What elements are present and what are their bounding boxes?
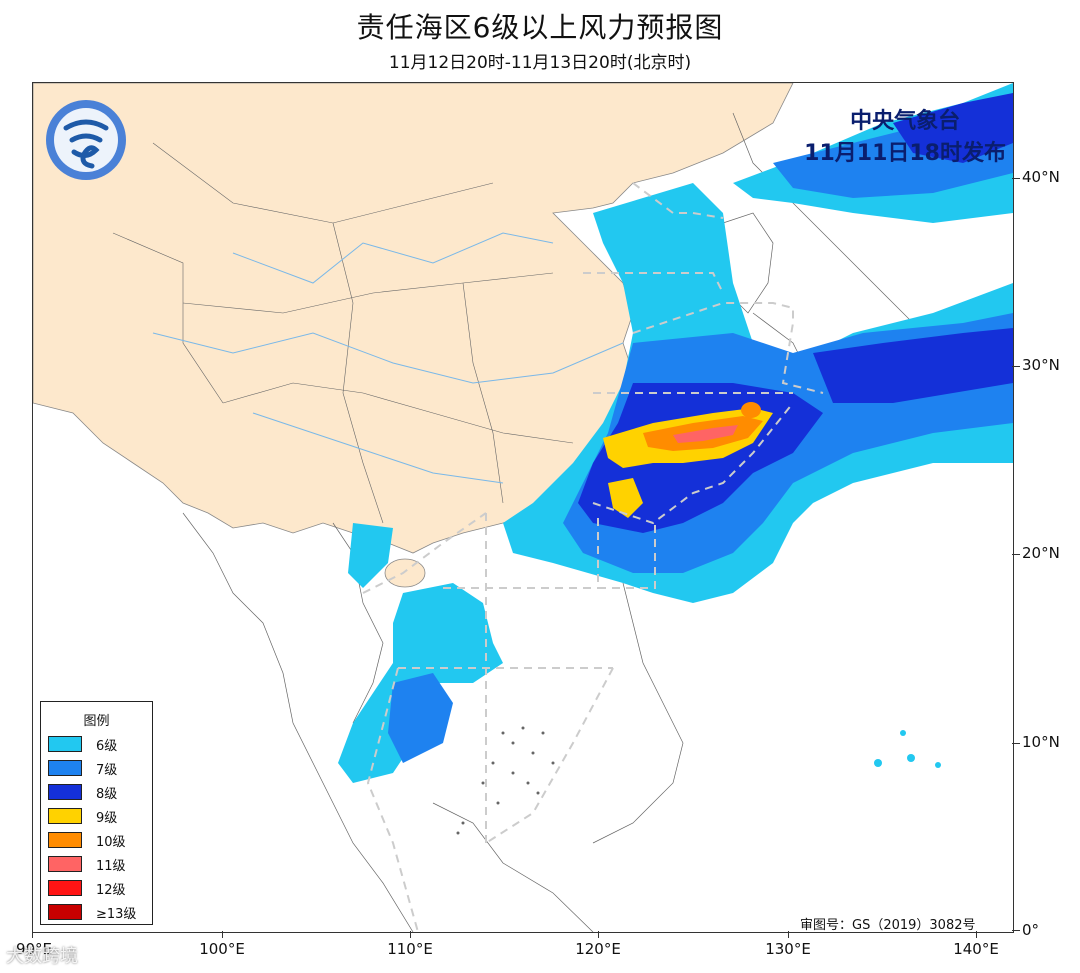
lat-tick xyxy=(1012,366,1020,367)
lat-tick xyxy=(1012,554,1020,555)
map-subtitle: 11月12日20时-11月13日20时(北京时) xyxy=(388,53,692,73)
legend-label: ≥13级 xyxy=(96,906,137,922)
lat-tick xyxy=(1012,178,1020,179)
map-approval-number: 审图号：GS（2019）3082号 xyxy=(800,918,976,933)
lon-tick xyxy=(598,931,599,938)
legend-item: 12级 xyxy=(48,879,126,898)
map-canvas xyxy=(33,83,1013,932)
legend-item: 11级 xyxy=(48,855,126,874)
wind-force-11-areas xyxy=(673,425,738,443)
pacific-small-patches xyxy=(874,730,941,768)
legend-swatch xyxy=(48,904,82,920)
lat-label: 30°N xyxy=(1022,356,1060,374)
legend-swatch xyxy=(48,784,82,800)
lon-tick xyxy=(788,931,789,938)
legend-label: 12级 xyxy=(96,882,126,898)
lat-tick xyxy=(1012,930,1020,931)
sea-area-boundaries xyxy=(362,182,824,932)
legend-item: 8级 xyxy=(48,783,118,802)
lon-label: 120°E xyxy=(575,940,621,958)
lon-tick xyxy=(976,931,977,938)
lon-tick xyxy=(222,931,223,938)
lon-label: 90°E xyxy=(15,940,53,958)
legend-label: 11级 xyxy=(96,858,126,874)
legend-swatch xyxy=(48,760,82,776)
map-legend: 图例 6级 7级 8级 9级 10级 11级 12级 ≥13级 xyxy=(40,701,153,925)
legend-item: 7级 xyxy=(48,759,118,778)
legend-swatch xyxy=(48,736,82,752)
lat-label: 40°N xyxy=(1022,168,1060,186)
legend-swatch xyxy=(48,808,82,824)
forecast-map xyxy=(32,82,1014,933)
lon-tick xyxy=(410,931,411,938)
lat-tick xyxy=(1012,743,1020,744)
legend-title: 图例 xyxy=(83,714,110,729)
legend-item: ≥13级 xyxy=(48,903,137,922)
lon-label: 140°E xyxy=(953,940,999,958)
map-title: 责任海区6级以上风力预报图 xyxy=(356,11,724,44)
lon-label: 110°E xyxy=(387,940,433,958)
legend-label: 8级 xyxy=(96,786,118,802)
province-boundaries xyxy=(112,142,574,524)
legend-item: 9级 xyxy=(48,807,118,826)
issuer-block: 中央气象台 11月11日18时发布 xyxy=(804,106,1006,170)
hainan-island xyxy=(384,558,426,588)
legend-swatch xyxy=(48,832,82,848)
legend-swatch xyxy=(48,880,82,896)
legend-label: 7级 xyxy=(96,762,118,778)
lat-label: 0° xyxy=(1022,921,1040,939)
south-sea-islands xyxy=(456,726,555,835)
legend-item: 6级 xyxy=(48,735,118,754)
cma-logo xyxy=(46,100,126,180)
watermark: 大数跨境 xyxy=(6,946,78,967)
issue-time: 11月11日18时发布 xyxy=(804,141,1006,166)
legend-swatch xyxy=(48,856,82,872)
legend-item: 10级 xyxy=(48,831,126,850)
lat-label: 20°N xyxy=(1022,544,1060,562)
lon-label: 130°E xyxy=(765,940,811,958)
lat-label: 10°N xyxy=(1022,733,1060,751)
legend-label: 10级 xyxy=(96,834,126,850)
legend-label: 9级 xyxy=(96,810,118,826)
issuer-name: 中央气象台 xyxy=(850,109,961,134)
lon-tick xyxy=(32,931,33,938)
legend-label: 6级 xyxy=(96,738,118,754)
lon-label: 100°E xyxy=(199,940,245,958)
rivers xyxy=(152,232,624,484)
